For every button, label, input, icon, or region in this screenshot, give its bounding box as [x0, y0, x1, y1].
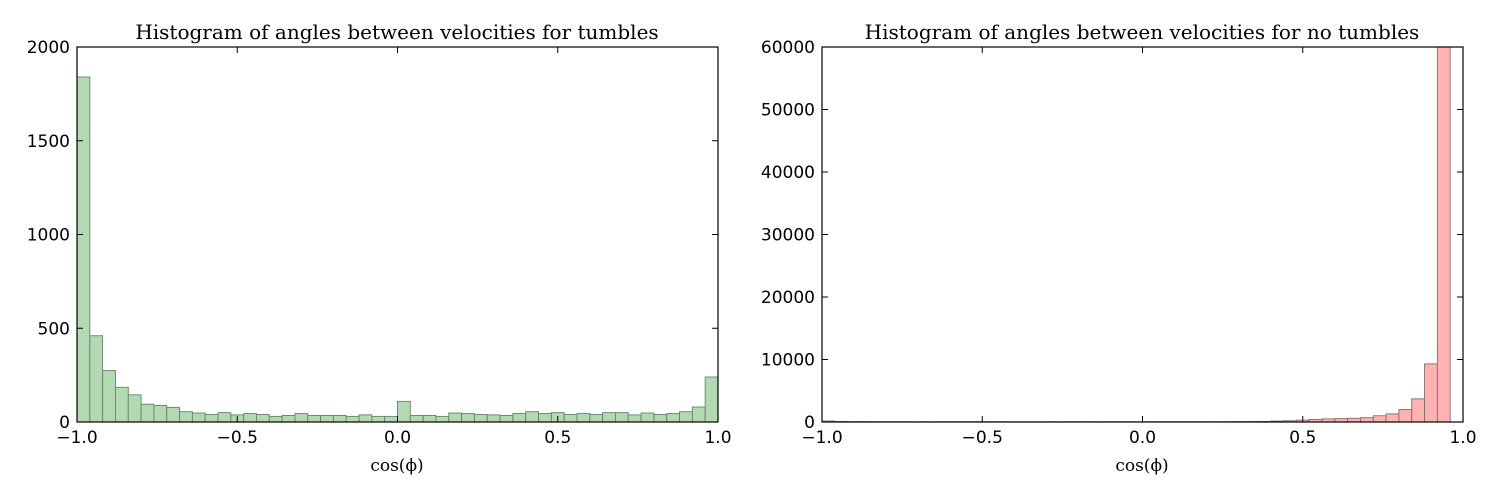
histogram-bar	[1372, 415, 1387, 423]
histogram-bar	[576, 413, 591, 423]
plot-frame	[821, 46, 1464, 423]
histogram-bar	[627, 414, 642, 423]
histogram-bar	[461, 413, 475, 423]
histogram-bar	[217, 412, 232, 423]
bars-group	[821, 46, 1451, 423]
histogram-bar	[589, 414, 604, 423]
histogram-bar	[691, 406, 706, 423]
histogram-bar	[538, 413, 552, 423]
histogram-bar	[499, 414, 514, 423]
y-tick-label: 0	[59, 413, 70, 433]
y-tick-label: 30000	[761, 226, 815, 246]
y-tick-label: 2000	[27, 38, 70, 58]
histogram-bar	[422, 414, 437, 423]
y-tick-label: 10000	[761, 351, 815, 371]
histogram-bar	[102, 369, 116, 423]
histogram-bar	[345, 415, 360, 423]
histogram-bar	[435, 415, 450, 423]
histogram-bar	[204, 414, 219, 423]
histogram-bar	[384, 415, 398, 423]
ytick-labels: 0 500 1000 1500 2000	[27, 38, 70, 433]
histogram-bar	[140, 403, 155, 423]
ticks-group	[76, 46, 719, 423]
histogram-bar	[320, 414, 334, 423]
xtick-labels: −1.0 −0.5 0.0 0.5 1.0	[801, 428, 1476, 448]
x-tick-label: 0.5	[1289, 428, 1316, 448]
histogram-bar	[191, 412, 206, 423]
chart-title: Histogram of angles between velocities f…	[135, 20, 658, 44]
x-tick-label: 0.0	[1129, 428, 1156, 448]
histogram-bar	[358, 414, 373, 423]
histogram-bar	[704, 376, 719, 423]
x-tick-label: 1.0	[1449, 428, 1476, 448]
histogram-bar	[179, 411, 193, 423]
ticks-group	[821, 46, 1464, 423]
histogram-bar	[281, 414, 296, 423]
histogram-bar	[602, 412, 616, 423]
histogram-bar	[448, 412, 463, 423]
histogram-bar	[525, 411, 539, 423]
histogram-bar	[1359, 417, 1374, 423]
x-tick-label: −1.0	[801, 428, 842, 448]
x-tick-label: −0.5	[217, 428, 258, 448]
histogram-bar	[666, 413, 680, 423]
histogram-bar	[371, 415, 386, 423]
histogram-bar	[473, 414, 488, 423]
histogram-bar	[256, 414, 270, 423]
histogram-bar	[76, 76, 91, 423]
x-axis-label: cos(ϕ)	[1115, 456, 1168, 476]
x-tick-label: −1.0	[56, 428, 97, 448]
histogram-bar	[614, 412, 629, 423]
histogram-bar	[307, 414, 322, 423]
histogram-bar	[166, 406, 181, 423]
histogram-bar	[153, 405, 168, 423]
x-axis-label: cos(ϕ)	[370, 456, 423, 476]
histogram-bar	[679, 411, 693, 423]
x-tick-label: −0.5	[962, 428, 1003, 448]
histogram-bar	[127, 394, 142, 423]
histogram-bar	[486, 414, 501, 423]
y-tick-label: 500	[38, 319, 70, 339]
bars-group	[76, 76, 719, 423]
histogram-bar	[1436, 46, 1451, 423]
y-tick-label: 40000	[761, 163, 815, 183]
y-tick-label: 1000	[27, 226, 70, 246]
histogram-bar	[563, 414, 578, 423]
histogram-bar	[512, 413, 527, 423]
histogram-bar	[1398, 409, 1413, 423]
histogram-bar	[294, 413, 309, 423]
y-tick-label: 60000	[761, 38, 815, 58]
chart-no-tumbles: Histogram of angles between velocities f…	[761, 20, 1477, 476]
histogram-bar	[115, 386, 129, 423]
histogram-bar	[409, 414, 424, 423]
histogram-bar	[89, 335, 104, 423]
chart-title: Histogram of angles between velocities f…	[865, 20, 1420, 44]
histogram-bar	[653, 414, 668, 423]
chart-tumbles: Histogram of angles between velocities f…	[27, 20, 732, 476]
histogram-bar	[397, 400, 411, 423]
plot-frame	[76, 46, 719, 423]
histogram-bar	[243, 413, 257, 423]
x-tick-label: 1.0	[704, 428, 731, 448]
histogram-bar	[268, 415, 283, 423]
x-tick-label: 0.0	[384, 428, 411, 448]
histogram-bar	[1385, 413, 1400, 423]
y-tick-label: 50000	[761, 101, 815, 121]
x-tick-label: 0.5	[544, 428, 571, 448]
histogram-bar	[332, 414, 347, 423]
y-tick-label: 1500	[27, 132, 70, 152]
ytick-labels: 0 10000 20000 30000 40000 50000 60000	[761, 38, 815, 433]
histogram-bar	[640, 412, 655, 423]
histogram-bar	[1411, 398, 1425, 423]
histogram-bar	[1424, 363, 1438, 423]
y-tick-label: 20000	[761, 288, 815, 308]
xtick-labels: −1.0 −0.5 0.0 0.5 1.0	[56, 428, 731, 448]
y-tick-label: 0	[804, 413, 815, 433]
